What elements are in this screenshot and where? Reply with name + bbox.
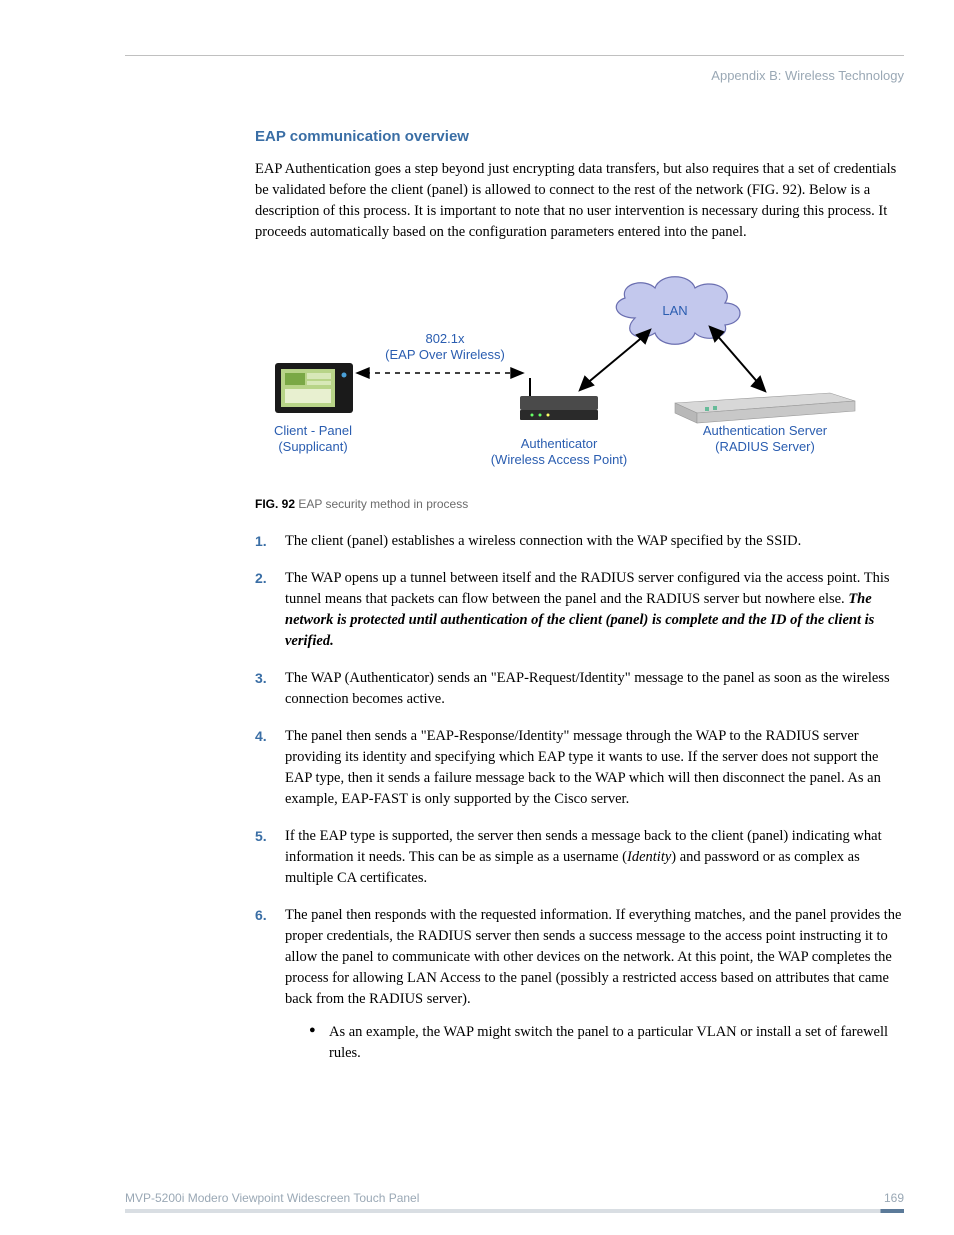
figure-caption: FIG. 92 EAP security method in process bbox=[255, 497, 904, 511]
step-1: The client (panel) establishes a wireles… bbox=[255, 531, 904, 552]
client-panel-icon bbox=[275, 363, 353, 413]
step-6: The panel then responds with the request… bbox=[255, 905, 904, 1064]
auth-label2: (Wireless Access Point) bbox=[491, 452, 628, 467]
header-appendix: Appendix B: Wireless Technology bbox=[125, 68, 904, 83]
intro-paragraph: EAP Authentication goes a step beyond ju… bbox=[255, 159, 904, 243]
client-label1: Client - Panel bbox=[274, 423, 352, 438]
server-icon bbox=[675, 393, 855, 423]
step-4: The panel then sends a "EAP-Response/Ide… bbox=[255, 726, 904, 810]
eap-label1: 802.1x bbox=[425, 331, 465, 346]
steps-list: The client (panel) establishes a wireles… bbox=[255, 531, 904, 1064]
step-2: The WAP opens up a tunnel between itself… bbox=[255, 568, 904, 652]
client-label2: (Supplicant) bbox=[278, 439, 347, 454]
eap-label2: (EAP Over Wireless) bbox=[385, 347, 505, 362]
step-6-sub-item: As an example, the WAP might switch the … bbox=[309, 1022, 904, 1064]
figure-92: LAN 802.1x (EAP Over Wireless) Cl bbox=[255, 263, 904, 483]
footer-title: MVP-5200i Modero Viewpoint Widescreen To… bbox=[125, 1191, 419, 1205]
step-3: The WAP (Authenticator) sends an "EAP-Re… bbox=[255, 668, 904, 710]
footer-rule bbox=[125, 1209, 904, 1213]
page-number: 169 bbox=[884, 1191, 904, 1205]
auth-label1: Authenticator bbox=[521, 436, 598, 451]
server-label1: Authentication Server bbox=[703, 423, 828, 438]
lan-label: LAN bbox=[662, 303, 687, 318]
top-rule bbox=[125, 55, 904, 56]
step-6-sub: As an example, the WAP might switch the … bbox=[309, 1022, 904, 1064]
page-footer: MVP-5200i Modero Viewpoint Widescreen To… bbox=[125, 1191, 904, 1213]
section-title: EAP communication overview bbox=[255, 128, 904, 145]
server-label2: (RADIUS Server) bbox=[715, 439, 815, 454]
fig-num: FIG. 92 bbox=[255, 497, 295, 511]
fig-text: EAP security method in process bbox=[295, 497, 468, 511]
step-5: If the EAP type is supported, the server… bbox=[255, 826, 904, 889]
